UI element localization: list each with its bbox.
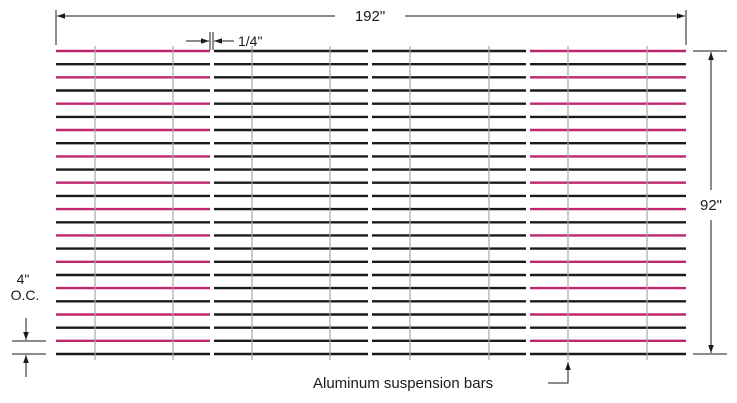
- spacing-value-label: 4": [17, 271, 30, 287]
- spacing-unit-label: O.C.: [11, 287, 40, 303]
- overall-width-label: 192": [355, 8, 385, 25]
- spacing-dimension: 4" O.C.: [11, 271, 46, 377]
- suspension-bar-group: [94, 46, 648, 360]
- height-dimension: 92": [693, 50, 727, 355]
- suspension-bars-label: Aluminum suspension bars: [313, 375, 493, 392]
- width-dimension: 192": [55, 8, 687, 45]
- suspension-bar-callout: Aluminum suspension bars: [313, 362, 571, 392]
- gap-dimension: 1/4": [186, 32, 262, 50]
- leader-arrow-icon: [548, 362, 571, 384]
- overall-height-label: 92": [700, 197, 722, 214]
- panel-gap-label: 1/4": [238, 33, 262, 49]
- strip-grid: [56, 49, 686, 356]
